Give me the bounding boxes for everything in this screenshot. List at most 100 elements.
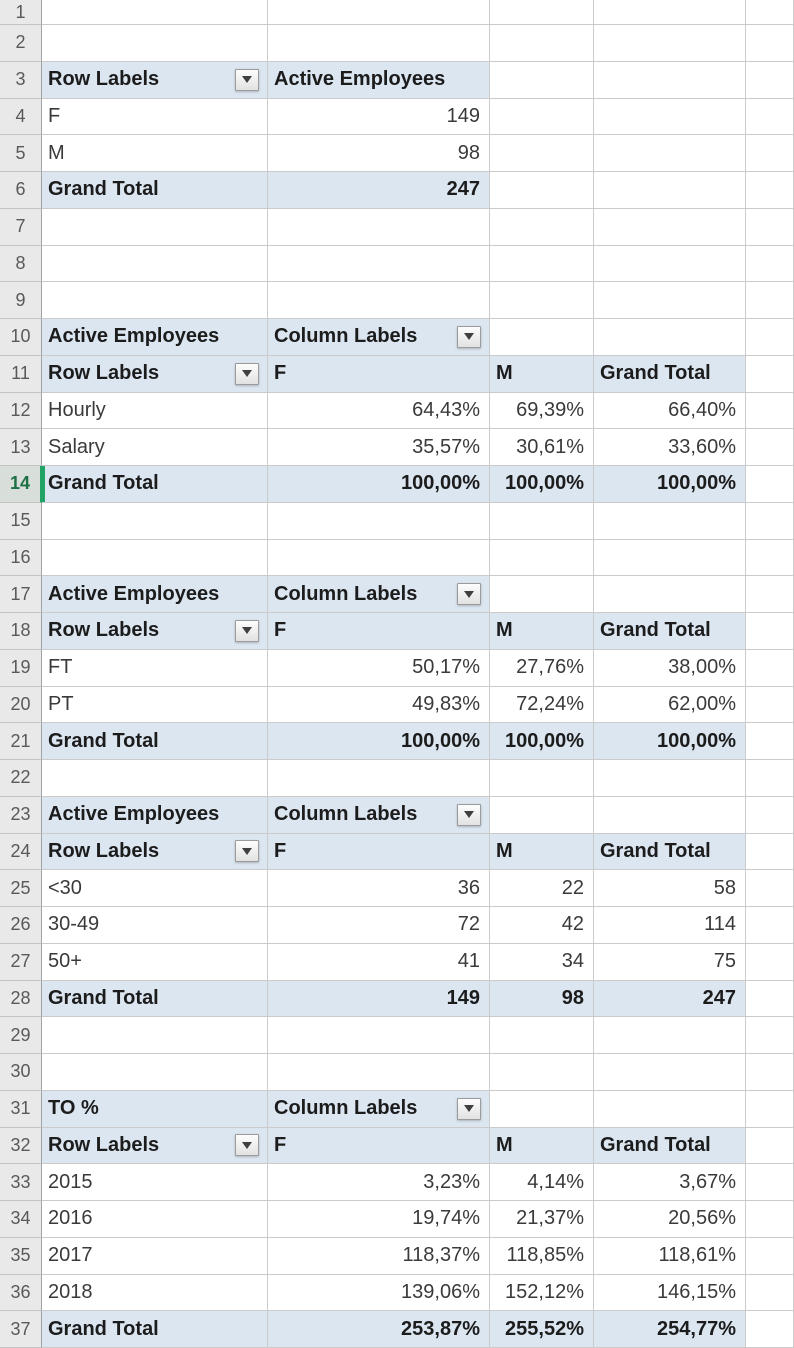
- cell-B24[interactable]: F: [268, 833, 490, 871]
- cell-B36[interactable]: 139,06%: [268, 1274, 490, 1312]
- cell-D34[interactable]: 20,56%: [594, 1201, 746, 1238]
- cell-D32[interactable]: Grand Total: [594, 1127, 746, 1165]
- cell-E36[interactable]: [746, 1274, 794, 1312]
- cell-A20[interactable]: PT: [42, 686, 268, 724]
- cell-B21[interactable]: 100,00%: [268, 723, 490, 760]
- cell-C7[interactable]: [490, 208, 594, 246]
- row-header-7[interactable]: 7: [0, 208, 42, 246]
- cell-C15[interactable]: [490, 502, 594, 540]
- row-header-18[interactable]: 18: [0, 613, 42, 650]
- cell-D33[interactable]: 3,67%: [594, 1164, 746, 1201]
- cell-A37[interactable]: Grand Total: [42, 1311, 268, 1348]
- cell-B30[interactable]: [268, 1054, 490, 1091]
- cell-B12[interactable]: 64,43%: [268, 392, 490, 430]
- cell-A33[interactable]: 2015: [42, 1164, 268, 1201]
- cell-E19[interactable]: [746, 649, 794, 687]
- row-header-5[interactable]: 5: [0, 135, 42, 172]
- cell-E33[interactable]: [746, 1164, 794, 1201]
- cell-B8[interactable]: [268, 245, 490, 283]
- cell-C3[interactable]: [490, 61, 594, 99]
- cell-B9[interactable]: [268, 282, 490, 319]
- cell-D10[interactable]: [594, 319, 746, 356]
- cell-E10[interactable]: [746, 319, 794, 356]
- cell-C32[interactable]: M: [490, 1127, 594, 1165]
- cell-C5[interactable]: [490, 135, 594, 172]
- cell-D31[interactable]: [594, 1090, 746, 1128]
- cell-E35[interactable]: [746, 1237, 794, 1275]
- filter-dropdown-button[interactable]: [457, 325, 481, 348]
- cell-C23[interactable]: [490, 796, 594, 834]
- filter-dropdown-button[interactable]: [457, 803, 481, 826]
- cell-D28[interactable]: 247: [594, 980, 746, 1018]
- row-header-22[interactable]: 22: [0, 760, 42, 797]
- cell-C12[interactable]: 69,39%: [490, 392, 594, 430]
- row-header-26[interactable]: 26: [0, 907, 42, 944]
- cell-E21[interactable]: [746, 723, 794, 760]
- cell-C21[interactable]: 100,00%: [490, 723, 594, 760]
- cell-A17[interactable]: Active Employees: [42, 576, 268, 613]
- cell-C16[interactable]: [490, 539, 594, 577]
- cell-C4[interactable]: [490, 98, 594, 136]
- cell-C37[interactable]: 255,52%: [490, 1311, 594, 1348]
- cell-A3[interactable]: Row Labels: [42, 61, 268, 99]
- cell-C2[interactable]: [490, 25, 594, 62]
- row-header-29[interactable]: 29: [0, 1017, 42, 1054]
- cell-B34[interactable]: 19,74%: [268, 1201, 490, 1238]
- cell-C11[interactable]: M: [490, 355, 594, 393]
- cell-E16[interactable]: [746, 539, 794, 577]
- row-header-11[interactable]: 11: [0, 355, 42, 393]
- cell-B17[interactable]: Column Labels: [268, 576, 490, 613]
- row-header-32[interactable]: 32: [0, 1127, 42, 1165]
- cell-D8[interactable]: [594, 245, 746, 283]
- cell-D9[interactable]: [594, 282, 746, 319]
- cell-E8[interactable]: [746, 245, 794, 283]
- row-header-2[interactable]: 2: [0, 25, 42, 62]
- cell-B10[interactable]: Column Labels: [268, 319, 490, 356]
- filter-dropdown-button[interactable]: [235, 1134, 259, 1157]
- cell-B3[interactable]: Active Employees: [268, 61, 490, 99]
- cell-B15[interactable]: [268, 502, 490, 540]
- cell-A12[interactable]: Hourly: [42, 392, 268, 430]
- row-header-9[interactable]: 9: [0, 282, 42, 319]
- cell-E9[interactable]: [746, 282, 794, 319]
- cell-E6[interactable]: [746, 172, 794, 209]
- filter-dropdown-button[interactable]: [235, 840, 259, 863]
- cell-E34[interactable]: [746, 1201, 794, 1238]
- cell-D17[interactable]: [594, 576, 746, 613]
- cell-E32[interactable]: [746, 1127, 794, 1165]
- cell-D12[interactable]: 66,40%: [594, 392, 746, 430]
- cell-E17[interactable]: [746, 576, 794, 613]
- cell-D7[interactable]: [594, 208, 746, 246]
- cell-C35[interactable]: 118,85%: [490, 1237, 594, 1275]
- cell-C31[interactable]: [490, 1090, 594, 1128]
- cell-C1[interactable]: [490, 0, 594, 25]
- cell-A8[interactable]: [42, 245, 268, 283]
- cell-C25[interactable]: 22: [490, 870, 594, 907]
- cell-C19[interactable]: 27,76%: [490, 649, 594, 687]
- cell-B23[interactable]: Column Labels: [268, 796, 490, 834]
- cell-A14[interactable]: Grand Total: [42, 466, 268, 503]
- cell-A27[interactable]: 50+: [42, 943, 268, 981]
- cell-C26[interactable]: 42: [490, 907, 594, 944]
- cell-B37[interactable]: 253,87%: [268, 1311, 490, 1348]
- row-header-3[interactable]: 3: [0, 61, 42, 99]
- cell-B4[interactable]: 149: [268, 98, 490, 136]
- cell-E15[interactable]: [746, 502, 794, 540]
- cell-C9[interactable]: [490, 282, 594, 319]
- cell-D37[interactable]: 254,77%: [594, 1311, 746, 1348]
- cell-B1[interactable]: [268, 0, 490, 25]
- cell-C17[interactable]: [490, 576, 594, 613]
- row-header-30[interactable]: 30: [0, 1054, 42, 1091]
- cell-B13[interactable]: 35,57%: [268, 429, 490, 466]
- cell-D16[interactable]: [594, 539, 746, 577]
- cell-D18[interactable]: Grand Total: [594, 613, 746, 650]
- cell-B11[interactable]: F: [268, 355, 490, 393]
- cell-E18[interactable]: [746, 613, 794, 650]
- cell-A36[interactable]: 2018: [42, 1274, 268, 1312]
- cell-E20[interactable]: [746, 686, 794, 724]
- cell-D36[interactable]: 146,15%: [594, 1274, 746, 1312]
- cell-D11[interactable]: Grand Total: [594, 355, 746, 393]
- cell-D15[interactable]: [594, 502, 746, 540]
- row-header-1[interactable]: 1: [0, 0, 42, 25]
- cell-B26[interactable]: 72: [268, 907, 490, 944]
